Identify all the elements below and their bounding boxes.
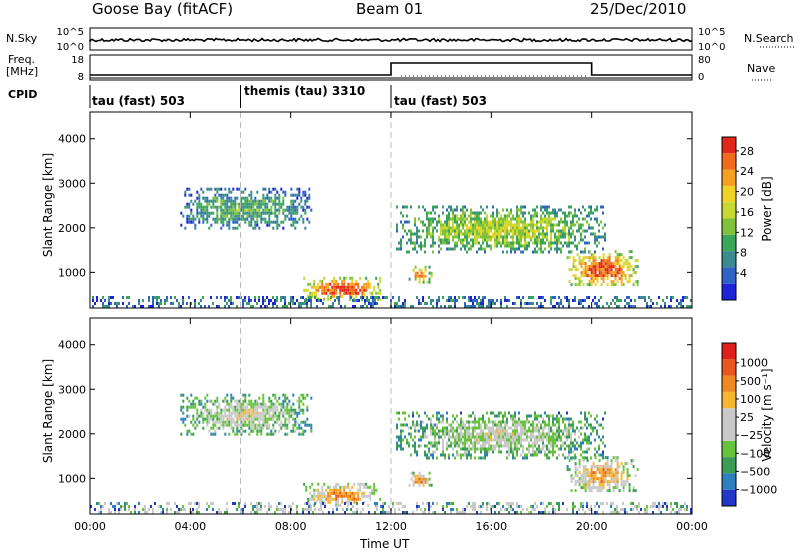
power-colorbar-tick-label: 20 xyxy=(740,186,754,199)
velocity-colorbar-tick-label: −100 xyxy=(740,447,770,460)
power-colorbar-tick-label: 16 xyxy=(740,206,754,219)
velocity-colorbar-swatch xyxy=(722,375,736,392)
beam-title: Beam 01 xyxy=(356,0,424,18)
freq-label: Freq. xyxy=(8,53,36,66)
cpid-segment-3: tau (fast) 503 xyxy=(394,94,487,108)
power-ytick-label: 3000 xyxy=(58,177,86,190)
velocity-colorbar-swatch xyxy=(722,343,736,360)
power-ytick-label: 4000 xyxy=(58,133,86,146)
power-heatmap-cells xyxy=(92,187,692,308)
power-colorbar-tick-label: 24 xyxy=(740,165,754,178)
nave-tick-bottom: 0 xyxy=(698,72,704,83)
power-colorbar-swatch xyxy=(722,218,736,235)
velocity-colorbar-swatch xyxy=(722,457,736,474)
time-tick-label: 00:00 xyxy=(74,520,106,533)
freq-tick-top: 18 xyxy=(71,55,84,66)
power-colorbar-swatch xyxy=(722,251,736,268)
nsky-trace xyxy=(89,37,693,43)
cpid-label: CPID xyxy=(8,88,38,101)
velocity-colorbar xyxy=(722,343,736,506)
cpid-segment-2: themis (tau) 3310 xyxy=(244,84,366,98)
time-axis-label: Time UT xyxy=(360,537,410,551)
freq-panel-frame xyxy=(89,54,693,81)
velocity-colorbar-swatch xyxy=(722,391,736,409)
velocity-colorbar-swatch xyxy=(722,408,736,425)
power-colorbar-tick-label: 8 xyxy=(740,247,747,260)
time-tick-label: 16:00 xyxy=(475,520,507,533)
velocity-colorbar-swatch xyxy=(722,489,736,506)
freq-trace xyxy=(90,62,692,76)
velocity-colorbar-tick-label: −500 xyxy=(740,465,770,478)
power-colorbar-swatch xyxy=(722,267,736,284)
velocity-ytick-label: 1000 xyxy=(58,472,86,485)
power-colorbar-swatch xyxy=(722,283,736,300)
power-colorbar-swatch xyxy=(722,137,736,154)
nave-tick-top: 80 xyxy=(698,55,711,66)
velocity-colorbar-swatch xyxy=(722,473,736,490)
time-tick-label: 00:00 xyxy=(676,520,708,533)
station-title: Goose Bay (fitACF) xyxy=(92,0,234,18)
velocity-ytick-label: 4000 xyxy=(58,339,86,352)
nsky-tick-right-bottom: 10^0 xyxy=(698,42,725,53)
velocity-colorbar-frame xyxy=(721,342,737,507)
velocity-colorbar-swatch xyxy=(722,359,736,376)
velocity-colorbar-tick-label: −25 xyxy=(740,429,763,442)
time-tick-label: 04:00 xyxy=(174,520,206,533)
cpid-segment-1: tau (fast) 503 xyxy=(92,94,185,108)
velocity-colorbar-tick-label: −1000 xyxy=(740,484,777,497)
velocity-ytick-label: 3000 xyxy=(58,383,86,396)
time-tick-label: 20:00 xyxy=(576,520,608,533)
power-colorbar-tick-label: 12 xyxy=(740,226,754,239)
power-colorbar-frame xyxy=(721,136,737,301)
nsky-tick-left-bottom: 10^0 xyxy=(57,42,84,53)
time-tick-label: 12:00 xyxy=(375,520,407,533)
velocity-colorbar-tick-label: 1000 xyxy=(740,357,768,370)
power-colorbar-swatch xyxy=(722,153,736,170)
power-colorbar-swatch xyxy=(722,234,736,252)
velocity-colorbar-tick-label: 500 xyxy=(740,375,761,388)
velocity-colorbar-swatch xyxy=(722,424,736,441)
nave-label: Nave xyxy=(747,62,776,75)
nsky-panel-frame xyxy=(89,27,693,51)
nsky-tick-right-top: 10^5 xyxy=(698,27,725,38)
power-colorbar-swatch xyxy=(722,202,736,219)
power-ytick-label: 2000 xyxy=(58,222,86,235)
power-colorbar-tick-label: 4 xyxy=(740,267,747,280)
freq-unit-label: [MHz] xyxy=(6,65,39,78)
power-colorbar xyxy=(722,137,736,300)
power-colorbar-tick-label: 28 xyxy=(740,145,754,158)
time-tick-label: 08:00 xyxy=(275,520,307,533)
velocity-heatmap-cells xyxy=(90,393,692,514)
date-title: 25/Dec/2010 xyxy=(590,0,687,18)
velocity-colorbar-swatch xyxy=(722,440,736,458)
nsky-tick-left-top: 10^5 xyxy=(57,27,84,38)
velocity-colorbar-tick-label: 25 xyxy=(740,411,754,424)
velocity-ytick-label: 2000 xyxy=(58,428,86,441)
power-colorbar-swatch xyxy=(722,185,736,203)
nsearch-label: N.Search xyxy=(744,32,794,45)
freq-tick-bottom: 8 xyxy=(78,72,84,83)
power-ytick-label: 1000 xyxy=(58,266,86,279)
nsky-label: N.Sky xyxy=(6,32,38,45)
velocity-colorbar-tick-label: 100 xyxy=(740,393,761,406)
power-colorbar-swatch xyxy=(722,169,736,186)
